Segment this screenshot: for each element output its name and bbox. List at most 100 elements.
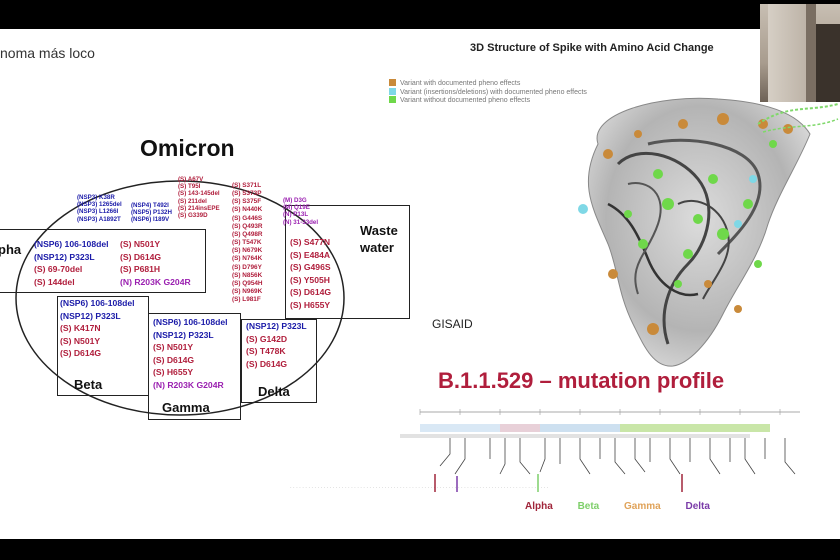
mutation-label: (S) S373P [232, 190, 262, 198]
mutation-label: (N) 31-33del [283, 218, 319, 226]
mutation-label: (NSP12) P323L [246, 321, 307, 331]
mutation-label: (S) T478K [246, 346, 286, 357]
presentation-slide: noma más loco Omicron (NSP3) K38R (NSP3)… [0, 29, 840, 539]
gamma-box [148, 313, 241, 420]
legend-label: Variant with documented pheno effects [400, 80, 521, 87]
mutation-label: (S) D796Y [232, 263, 262, 271]
alpha-box [0, 229, 206, 293]
wastewater-overlap-list: (S) S477N (S) E484A (S) G496S (S) Y505H … [290, 236, 331, 312]
mutation-label: (S) L981F [232, 296, 261, 304]
mutation-label: (S) T547K [232, 239, 262, 247]
gisaid-label: GISAID [432, 317, 473, 331]
delta-label: Delta [258, 384, 290, 399]
structure-legend-item: Variant without documented pheno effects [389, 96, 530, 104]
mutation-profile-map: · · · · · · · · · · · · · · · · · · · · … [290, 409, 800, 492]
structure-title: 3D Structure of Spike with Amino Acid Ch… [470, 42, 714, 54]
structure-legend-item: Variant (insertions/deletions) with docu… [389, 88, 587, 96]
mutation-label: (S) 211del [178, 197, 207, 205]
mutation-label: (S) G496S [290, 262, 331, 273]
mutation-label: (S) T95I [178, 183, 201, 191]
gamma-label: Gamma [162, 400, 210, 415]
mutation-label: (S) N501Y [60, 335, 101, 346]
legend-swatch [389, 79, 396, 86]
alpha-label: pha [0, 242, 22, 257]
mutation-label: (S) N856K [232, 271, 263, 279]
mutation-label: (NSP6) 106-108del [153, 317, 228, 327]
mutation-label: (S) Y505H [290, 274, 330, 285]
mutation-label: (S) D614G [60, 348, 102, 359]
mutation-label: (NSP6) 106-108del [60, 298, 135, 308]
alpha-overlap-list: (NSP6) 106-108del (NSP12) P323L (S) 69-7… [34, 238, 109, 288]
beta-overlap-list: (NSP6) 106-108del (NSP12) P323L (S) K417… [60, 297, 135, 360]
delta-overlap-list: (NSP12) P323L (S) G142D (S) T478K (S) D6… [246, 320, 307, 370]
wastewater-label-1: Waste [360, 223, 398, 238]
legend-swatch [389, 88, 396, 95]
mutation-label: (S) N969K [232, 288, 263, 296]
spike-protein-structure-image [578, 97, 839, 367]
slide-title-fragment: noma más loco [0, 45, 95, 61]
mutation-label: (S) S371L [232, 182, 262, 189]
mutation-label: (S) G446S [232, 214, 263, 222]
mutation-label: (NSP12) P323L [34, 251, 95, 262]
omicron-nsp3-list: (NSP3) K38R (NSP3) 1265del (NSP3) L1266I… [77, 194, 122, 223]
mutation-label: (S) 143-145del [178, 190, 220, 198]
wastewater-box [285, 205, 410, 319]
wastewater-label-2: water [360, 240, 394, 255]
omicron-nsp-list: (NSP4) T492I (NSP5) P132H (NSP6) I189V [131, 202, 172, 224]
mutation-label: (S) H655Y [153, 367, 194, 378]
legend-gamma: Gamma [624, 501, 661, 512]
mutation-label: (N) R203K G204R [153, 379, 224, 390]
mutation-label: (NSP6) 106-108del [34, 239, 109, 249]
structure-legend-item: Variant with documented pheno effects [389, 79, 520, 87]
mutation-label: (S) N679K [232, 247, 263, 255]
omicron-spike-list-b: (S) S371L (S) S373P (S) S375F (S) N440K … [232, 182, 263, 304]
delta-box [241, 319, 317, 403]
venn-outline [15, 180, 345, 416]
mutation-label: (S) N764K [232, 255, 263, 263]
mutation-label: (N) R203K G204R [120, 276, 191, 287]
mutation-label: (NSP5) P132H [131, 209, 172, 217]
mutation-label: (S) D614G [246, 358, 288, 369]
mutation-label: (S) P681H [120, 264, 161, 275]
omicron-spike-list-a: (S) A67V (S) T95I (S) 143-145del (S) 211… [178, 176, 220, 219]
mutation-label: (S) S375F [232, 198, 262, 206]
mutation-label: (M) Q19E [283, 204, 310, 212]
mutation-label: (S) E484A [290, 249, 331, 260]
mutation-profile-title: B.1.1.529 – mutation profile [438, 368, 725, 393]
mutation-label: (NSP12) P323L [153, 329, 214, 340]
mutation-label: (NSP3) L1266I [77, 208, 119, 216]
beta-label: Beta [74, 377, 103, 392]
mutation-label: (S) G142D [246, 333, 288, 344]
mutation-label: (N) P13L [283, 211, 309, 219]
legend-alpha: Alpha [525, 501, 553, 512]
legend-label: Variant (insertions/deletions) with docu… [400, 89, 587, 96]
alpha-overlap-list-right: (S) N501Y (S) D614G (S) P681H (N) R203K … [120, 238, 191, 288]
omicron-mn-list: (M) D3G (M) Q19E (N) P13L (N) 31-33del [283, 197, 318, 226]
omicron-title: Omicron [140, 135, 235, 161]
mutation-label: (NSP3) K38R [77, 194, 115, 201]
mutation-label: (NSP4) T492I [131, 202, 169, 209]
legend-swatch [389, 96, 396, 103]
svg-text:· · · · · · · · · · · · · · ·: · · · · · · · · · · · · · · · · · · · · … [290, 485, 549, 491]
mutation-label: (S) N440K [232, 206, 263, 214]
mutation-label: (S) G339D [178, 212, 208, 220]
legend-beta: Beta [577, 501, 600, 512]
variant-legend: Alpha Beta Gamma Delta [525, 501, 710, 512]
mutation-label: (S) K417N [60, 323, 101, 334]
mutation-label: (NSP3) 1265del [77, 201, 122, 209]
mutation-label: (S) H655Y [290, 299, 331, 310]
webcam-video [760, 4, 840, 102]
mutation-label: (S) D614G [120, 251, 162, 262]
mutation-label: (S) 144del [34, 276, 75, 287]
mutation-label: (S) D614G [290, 287, 332, 298]
mutation-label: (S) Q493R [232, 222, 263, 230]
mutation-label: (S) Q498R [232, 230, 263, 238]
mutation-label: (S) N501Y [153, 342, 194, 353]
mutation-label: (S) N501Y [120, 239, 161, 249]
mutation-label: (S) S477N [290, 237, 331, 247]
mutation-label: (S) D614G [153, 354, 195, 365]
legend-label: Variant without documented pheno effects [400, 97, 531, 104]
gamma-overlap-list: (NSP6) 106-108del (NSP12) P323L (S) N501… [153, 316, 228, 392]
mutation-label: (NSP12) P323L [60, 310, 121, 321]
mutation-label: (S) A67V [178, 176, 204, 183]
